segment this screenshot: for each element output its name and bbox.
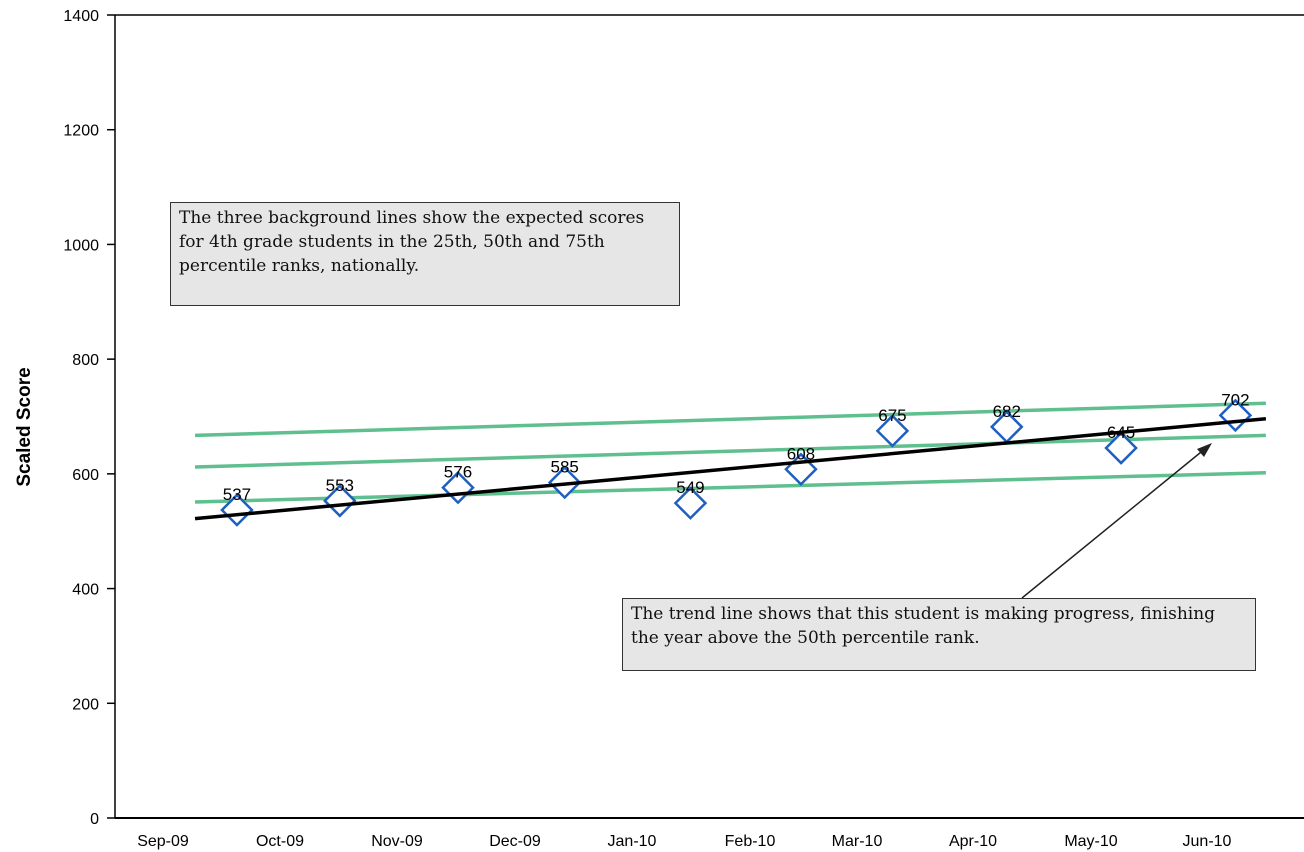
data-label: 537 (223, 485, 251, 504)
x-tick-label: Oct-09 (256, 833, 304, 850)
data-label: 576 (444, 463, 472, 482)
annotation-arrow (1021, 443, 1212, 599)
arrow-shaft (1021, 447, 1207, 599)
data-label: 702 (1221, 390, 1249, 409)
x-tick-label: Sep-09 (137, 833, 189, 850)
data-label: 682 (993, 402, 1021, 421)
percentile-line (194, 433, 1266, 469)
data-label: 553 (326, 476, 354, 495)
data-label: 549 (676, 478, 704, 497)
trend-line-note: The trend line shows that this student i… (622, 598, 1256, 671)
data-label: 675 (878, 406, 906, 425)
x-tick-label: Apr-10 (949, 833, 997, 850)
y-tick-label: 1400 (63, 8, 99, 25)
y-tick-label: 400 (72, 582, 99, 599)
x-tick-label: Jun-10 (1183, 833, 1232, 850)
data-point-marker (673, 486, 708, 520)
y-axis-title: Scaled Score (14, 367, 35, 486)
data-label: 585 (550, 457, 578, 476)
x-tick-label: May-10 (1064, 833, 1117, 850)
x-tick-label: Jan-10 (608, 833, 657, 850)
x-tick-label: Feb-10 (725, 833, 776, 850)
y-tick-label: 0 (90, 811, 99, 828)
percentile-line (194, 470, 1266, 504)
data-point-marker (1104, 431, 1138, 465)
percentile-line (194, 401, 1266, 438)
y-tick-label: 1000 (63, 237, 99, 254)
x-tick-label: Mar-10 (832, 833, 883, 850)
trend-line (194, 417, 1267, 521)
y-tick-label: 800 (72, 352, 99, 369)
y-tick-label: 200 (72, 696, 99, 713)
axes: 0 200 400 600 800 1000 1200 1400 Sep-09 Oct-09 Nov… (63, 8, 1304, 850)
y-tick-label: 1200 (63, 123, 99, 140)
data-point-marker (875, 414, 910, 448)
data-point-marker (220, 493, 254, 527)
data-label: 608 (787, 444, 815, 463)
background-lines-note: The three background lines show the expe… (170, 202, 680, 306)
arrow-head (1197, 443, 1212, 457)
percentile-lines (194, 401, 1266, 504)
y-tick-label: 600 (72, 467, 99, 484)
data-point-marker (323, 484, 357, 518)
trend-line-group (194, 417, 1267, 521)
x-tick-label: Nov-09 (371, 833, 423, 850)
x-tick-label: Dec-09 (489, 833, 541, 850)
